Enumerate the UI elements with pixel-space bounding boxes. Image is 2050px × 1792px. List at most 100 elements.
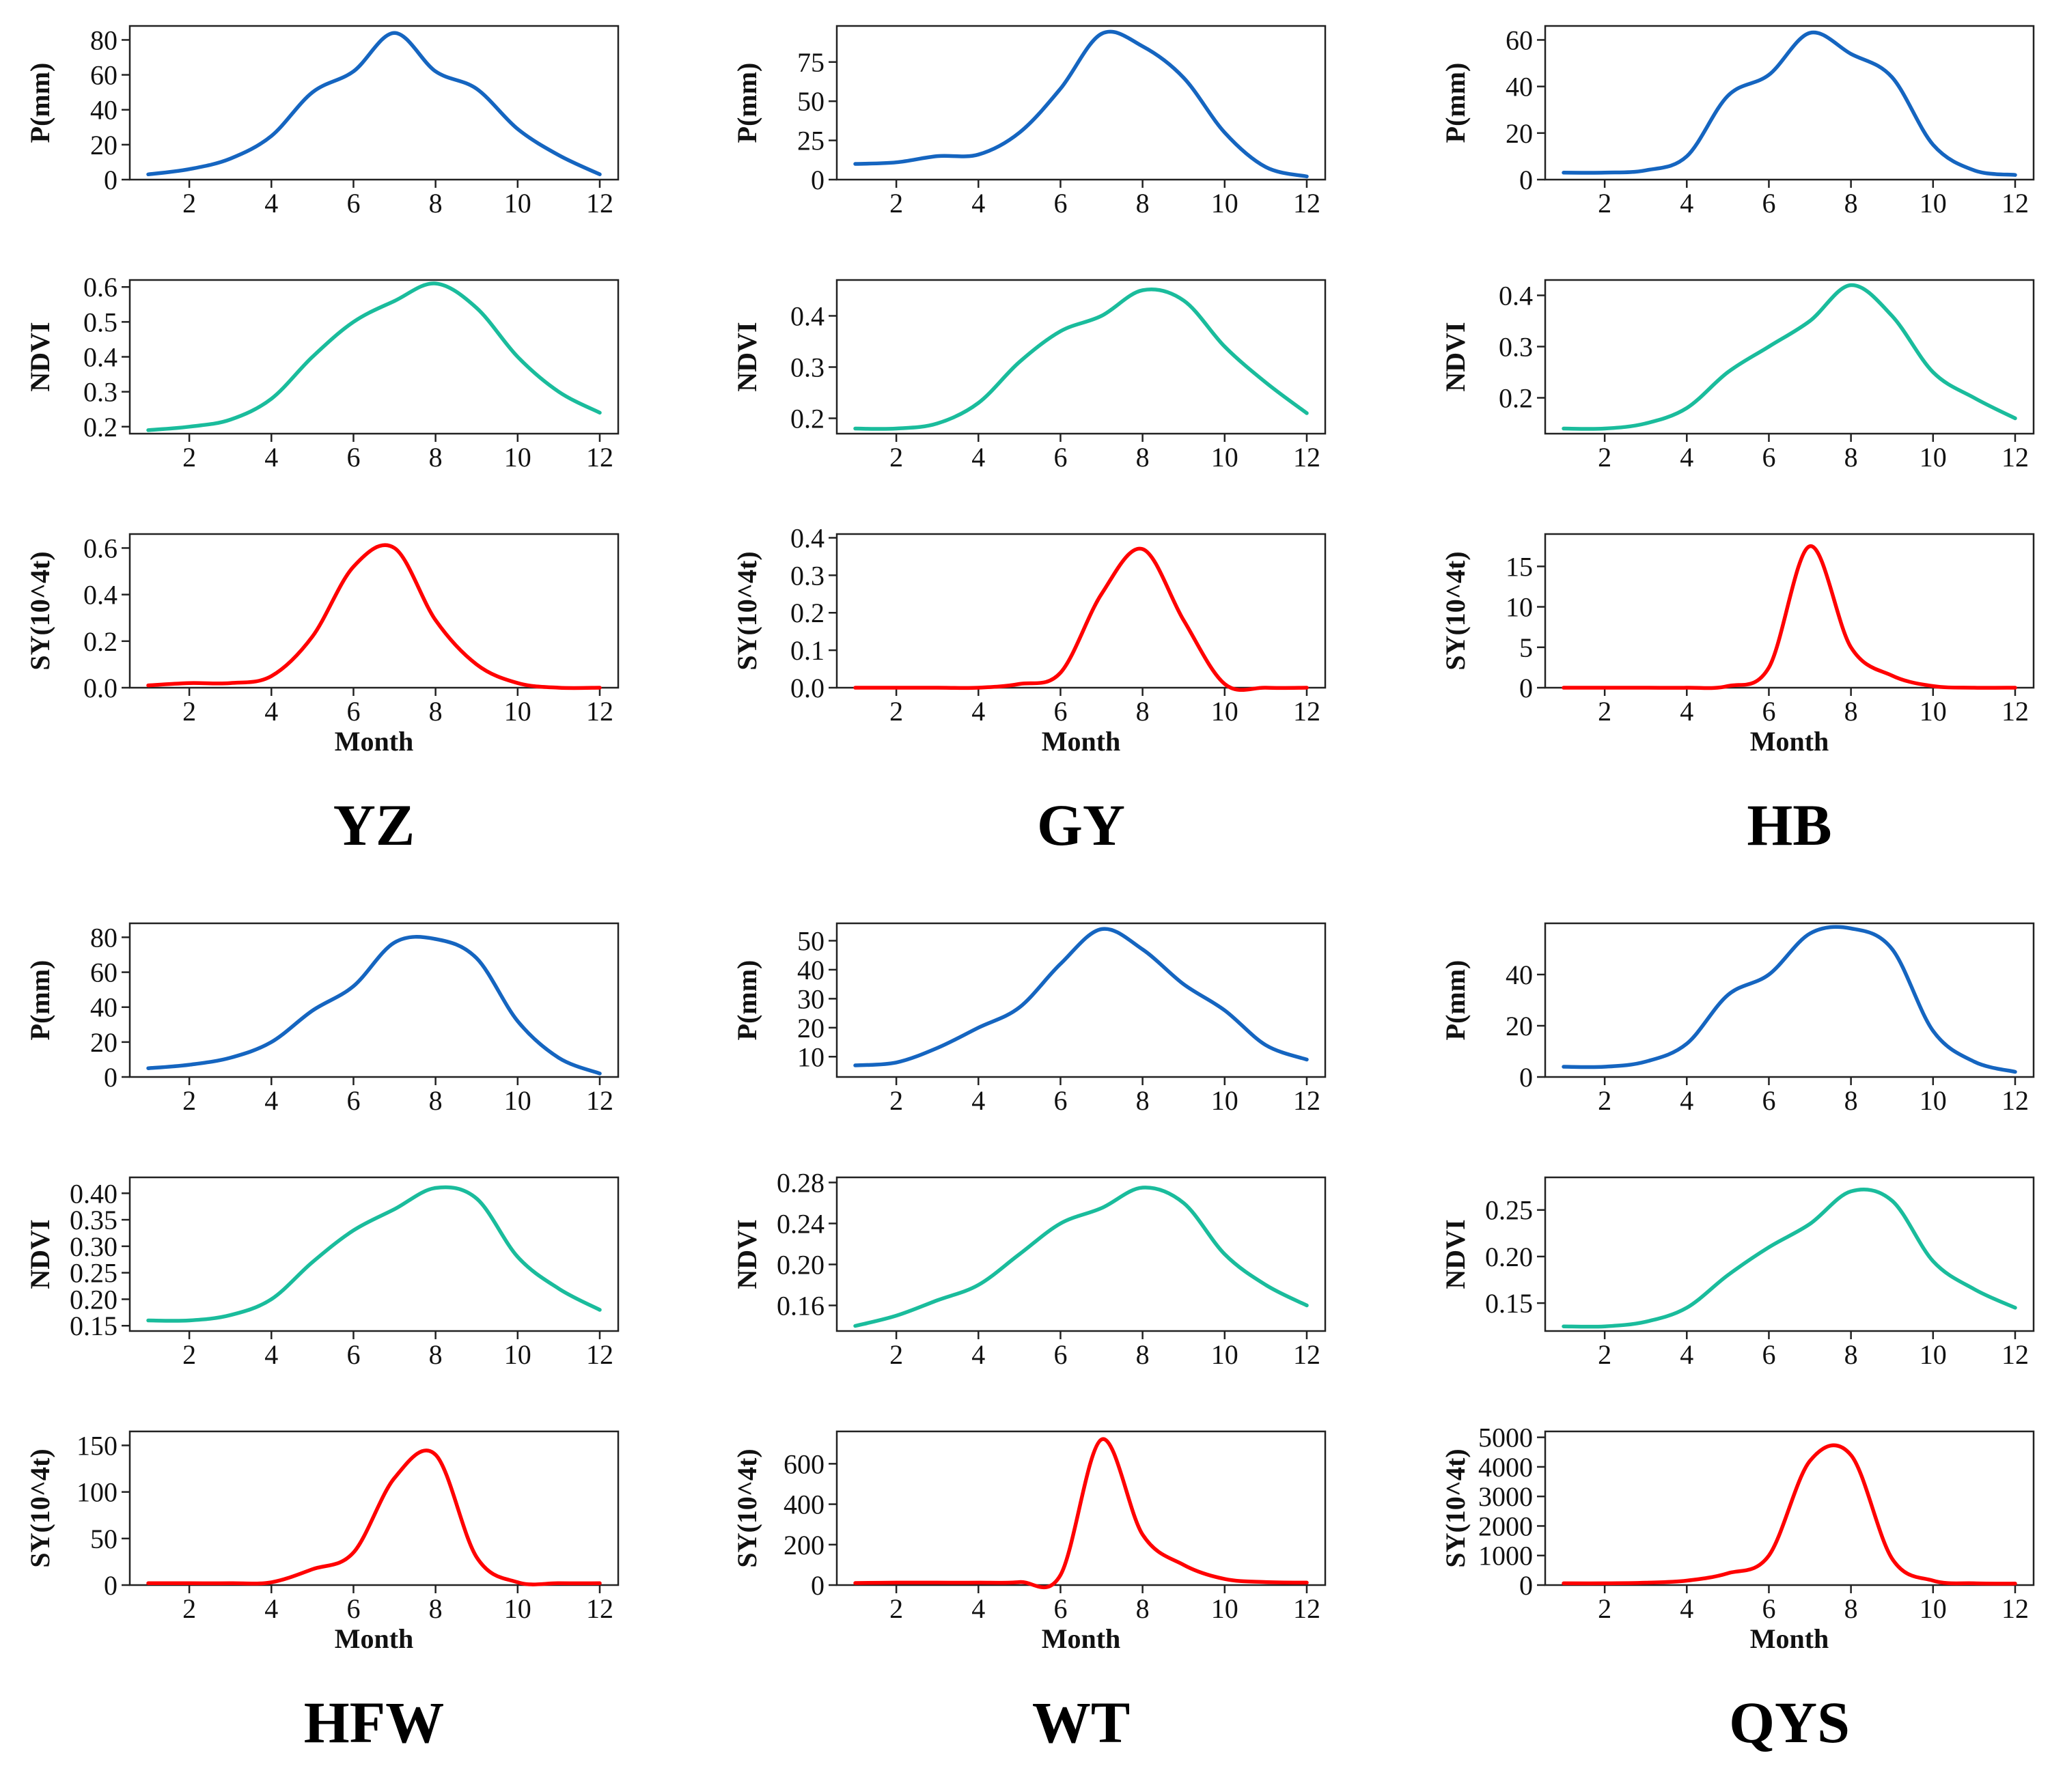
y-tick-label: 0.25 — [70, 1258, 117, 1289]
panel-title: HFW — [304, 1690, 444, 1755]
series-line-ndvi — [853, 1186, 1309, 1328]
y-axis-title: P(mm) — [732, 960, 762, 1041]
x-axis-title: Month — [1750, 726, 1829, 757]
subplot-wt-ndvi: 2 4 6 8 10 12 0.16 0.20 0.24 0.28 NDVI — [732, 1168, 1327, 1370]
x-tick-label: 10 — [1211, 442, 1238, 473]
x-tick-label: 8 — [1136, 442, 1150, 473]
x-tick-label: 4 — [1680, 442, 1693, 473]
y-tick-label: 10 — [1506, 592, 1533, 623]
x-tick-label: 8 — [1136, 696, 1150, 727]
x-tick-label: 10 — [1211, 1593, 1238, 1624]
x-tick-label: 2 — [182, 188, 196, 219]
y-tick-label: 5 — [1519, 632, 1533, 663]
y-tick-label: 200 — [784, 1530, 825, 1560]
x-tick-label: 2 — [182, 1593, 196, 1624]
subplot-hb-ndvi: 2 4 6 8 10 12 0.2 0.3 0.4 NDVI — [1440, 279, 2035, 473]
y-axis-title: SY(10^4t) — [1440, 1448, 1471, 1567]
x-tick-label: 10 — [1920, 188, 1947, 219]
y-tick-label: 40 — [1506, 960, 1533, 990]
x-tick-label: 6 — [1053, 1085, 1067, 1116]
y-axis-title: SY(10^4t) — [1440, 551, 1471, 670]
y-tick-label: 100 — [77, 1477, 117, 1508]
panel-title: GY — [1037, 792, 1125, 858]
x-tick-label: 6 — [346, 188, 360, 219]
x-tick-label: 6 — [1762, 696, 1775, 727]
y-tick-label: 0.2 — [790, 404, 825, 434]
x-tick-label: 2 — [1598, 696, 1611, 727]
x-tick-label: 2 — [889, 442, 903, 473]
y-tick-label: 40 — [90, 95, 117, 126]
subplot-gy-sy: 2 4 6 8 10 12 0.0 0.1 0.2 0.3 0.4 SY(10^4t) Month — [732, 522, 1327, 757]
x-tick-label: 12 — [1293, 188, 1320, 219]
x-tick-label: 12 — [586, 188, 613, 219]
subplot-yz-ndvi: 2 4 6 8 10 12 0.2 0.3 0.4 0.5 0.6 NDVI — [25, 272, 620, 473]
plot-frame — [128, 25, 620, 181]
y-axis-title: SY(10^4t) — [25, 1448, 55, 1567]
x-tick-label: 8 — [1844, 1339, 1858, 1370]
y-tick-label: 0 — [811, 165, 825, 195]
subplot-yz-p: 2 4 6 8 10 12 0 20 40 60 80 P(mm) — [25, 25, 620, 219]
x-tick-label: 2 — [889, 1339, 903, 1370]
x-tick-label: 2 — [182, 442, 196, 473]
y-tick-label: 0.2 — [83, 626, 117, 657]
x-tick-label: 10 — [1920, 1339, 1947, 1370]
plot-frame — [128, 1176, 620, 1332]
x-tick-label: 6 — [1053, 188, 1067, 219]
x-tick-label: 12 — [2001, 1085, 2029, 1116]
y-tick-label: 20 — [90, 130, 117, 160]
x-tick-label: 4 — [971, 696, 985, 727]
x-tick-label: 6 — [1762, 1085, 1775, 1116]
y-tick-label: 0 — [104, 1570, 117, 1601]
panel-gy: 2 4 6 8 10 12 0 25 50 75 P(mm) 2 4 6 8 10 12 0.2 0.3 0.4 NDV… — [732, 25, 1327, 858]
x-tick-label: 12 — [1293, 1085, 1320, 1116]
y-axis-title: SY(10^4t) — [732, 551, 762, 670]
y-axis-title: NDVI — [1440, 322, 1471, 391]
x-axis-title: Month — [1042, 726, 1121, 757]
y-tick-label: 5000 — [1478, 1423, 1533, 1453]
y-tick-label: 0.6 — [83, 533, 117, 563]
x-tick-label: 8 — [429, 1593, 443, 1624]
y-tick-label: 0.4 — [83, 580, 117, 611]
x-tick-label: 8 — [429, 442, 443, 473]
y-tick-label: 20 — [1506, 118, 1533, 149]
x-tick-label: 2 — [889, 1593, 903, 1624]
plot-frame — [1544, 922, 2035, 1078]
y-tick-label: 0.30 — [70, 1231, 117, 1262]
x-tick-label: 8 — [1844, 696, 1858, 727]
plot-frame — [835, 1176, 1327, 1332]
series-line-sy — [853, 1437, 1309, 1590]
y-tick-label: 0.4 — [790, 522, 825, 553]
x-tick-label: 6 — [346, 1593, 360, 1624]
subplot-yz-sy: 2 4 6 8 10 12 0.0 0.2 0.4 0.6 SY(10^4t) Month — [25, 533, 620, 757]
x-tick-label: 8 — [429, 696, 443, 727]
series-line-ndvi — [1562, 283, 2017, 431]
x-tick-label: 12 — [586, 442, 613, 473]
x-tick-label: 6 — [1053, 696, 1067, 727]
series-line-sy — [853, 546, 1309, 692]
x-tick-label: 8 — [1136, 1085, 1150, 1116]
series-line-p — [1562, 925, 2017, 1074]
plot-frame — [835, 922, 1327, 1078]
y-tick-label: 0.6 — [83, 272, 117, 303]
y-axis-title: P(mm) — [1440, 63, 1471, 143]
x-tick-label: 8 — [429, 1339, 443, 1370]
x-tick-label: 8 — [1136, 1339, 1150, 1370]
y-tick-label: 20 — [797, 1013, 825, 1044]
x-tick-label: 8 — [1136, 188, 1150, 219]
plot-frame — [1544, 1430, 2035, 1586]
x-tick-label: 4 — [264, 1339, 278, 1370]
series-line-p — [853, 29, 1309, 179]
x-tick-label: 6 — [346, 442, 360, 473]
x-tick-label: 6 — [1053, 442, 1067, 473]
y-tick-label: 75 — [797, 47, 825, 78]
x-axis-title: Month — [335, 726, 414, 757]
x-tick-label: 12 — [2001, 188, 2029, 219]
y-tick-label: 25 — [797, 126, 825, 156]
y-tick-label: 0 — [104, 1062, 117, 1093]
x-tick-label: 12 — [586, 1339, 613, 1370]
y-axis-title: NDVI — [1440, 1219, 1471, 1289]
x-tick-label: 12 — [2001, 1593, 2029, 1624]
x-tick-label: 6 — [1053, 1593, 1067, 1624]
